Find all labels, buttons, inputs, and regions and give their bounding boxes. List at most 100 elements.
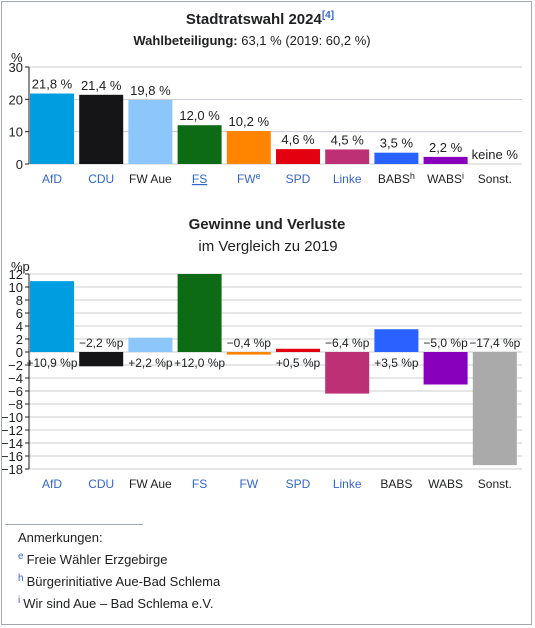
chart1-bar bbox=[325, 149, 370, 164]
chart2-bar bbox=[325, 352, 370, 394]
chart1-subtitle: Wahlbeteiligung: 63,1 % (2019: 60,2 %) bbox=[133, 33, 370, 48]
notes-heading: Anmerkungen: bbox=[18, 530, 103, 545]
note-text: Bürgerinitiative Aue-Bad Schlema bbox=[26, 574, 221, 589]
chart2-value-label: +0,5 %p bbox=[276, 356, 321, 370]
chart1-value-label: 2,2 % bbox=[429, 140, 463, 155]
chart1-value-label: 4,5 % bbox=[331, 132, 365, 147]
chart1-title: Stadtratswahl 2024[4] bbox=[186, 10, 334, 28]
chart1-category-label: BABSh bbox=[378, 171, 415, 186]
note-text: Freie Wähler Erzgebirge bbox=[26, 552, 168, 567]
chart1-category-label: WABSi bbox=[427, 171, 464, 186]
note-mark: h bbox=[18, 572, 24, 584]
chart2-category-label[interactable]: Linke bbox=[333, 477, 362, 491]
chart2-bar bbox=[472, 352, 517, 466]
chart2-value-label: +12,0 %p bbox=[174, 356, 225, 370]
chart1-value-label: 3,5 % bbox=[380, 136, 414, 151]
note-mark: i bbox=[18, 594, 21, 606]
note-item-e: e Freie Wähler Erzgebirge bbox=[5, 549, 532, 571]
chart1-tick-label: 20 bbox=[9, 92, 23, 107]
chart2-bar bbox=[128, 337, 173, 352]
chart2-category-label[interactable]: CDU bbox=[88, 477, 114, 491]
chart2-value-label: −17,4 %p bbox=[469, 336, 520, 350]
chart1-category-label[interactable]: SPD bbox=[286, 172, 311, 186]
chart2-tick-label: −4 bbox=[8, 371, 23, 386]
chart2-category-label[interactable]: FS bbox=[192, 477, 207, 491]
chart2-bar bbox=[79, 352, 124, 367]
chart2-tick-label: 12 bbox=[9, 267, 23, 282]
chart1-value-label: 10,2 % bbox=[229, 114, 270, 129]
chart2-tick-label: 4 bbox=[16, 319, 23, 334]
chart2-category-label[interactable]: FW bbox=[239, 477, 258, 491]
chart2-tick-label: 8 bbox=[16, 293, 23, 308]
chart1-value-label: 19,8 % bbox=[130, 83, 171, 98]
turnout-label: Wahlbeteiligung: bbox=[133, 33, 241, 48]
chart2-bar bbox=[30, 281, 74, 352]
chart1-tick-label: 10 bbox=[9, 125, 23, 140]
chart2-tick-label: −10 bbox=[2, 410, 23, 425]
chart2-category-label: FW Aue bbox=[129, 477, 172, 491]
chart1-category-label[interactable]: FWe bbox=[237, 171, 261, 186]
chart2-tick-label: 2 bbox=[16, 332, 23, 347]
notes-divider bbox=[5, 524, 143, 525]
note-item-i: i Wir sind Aue – Bad Schlema e.V. bbox=[5, 593, 532, 615]
chart2-category-label[interactable]: SPD bbox=[286, 477, 311, 491]
chart2-value-label: +3,5 %p bbox=[374, 356, 419, 370]
chart1-bar bbox=[79, 94, 124, 164]
chart2-tick-label: −16 bbox=[2, 449, 23, 464]
chart1-value-label: 21,8 % bbox=[32, 77, 73, 92]
chart2-value-label: +10,9 %p bbox=[26, 356, 77, 370]
chart2-ylabel: %p bbox=[11, 259, 30, 274]
chart2-subtitle: im Vergleich zu 2019 bbox=[198, 238, 337, 255]
chart1-value-label: keine % bbox=[472, 147, 519, 162]
chart1-value-label: 21,4 % bbox=[81, 78, 122, 93]
chart2-value-label: −6,4 %p bbox=[325, 336, 370, 350]
chart2-tick-label: 10 bbox=[9, 280, 23, 295]
chart2-tick-label: −2 bbox=[8, 358, 23, 373]
chart1-bar bbox=[177, 125, 222, 164]
chart1-tick-label: 30 bbox=[9, 60, 23, 75]
chart2-bar bbox=[374, 329, 419, 352]
chart2-category-label: WABS bbox=[428, 477, 463, 491]
chart1-value-label: 4,6 % bbox=[281, 132, 315, 147]
chart1-category-label[interactable]: FS bbox=[192, 172, 207, 186]
chart2-bar bbox=[226, 352, 271, 355]
chart1-bar bbox=[276, 149, 320, 164]
chart2-bar bbox=[423, 352, 468, 385]
chart2-value-label: −5,0 %p bbox=[423, 336, 468, 350]
chart1-category-label[interactable]: Linke bbox=[333, 172, 362, 186]
chart1-tick-label: 0 bbox=[16, 157, 23, 172]
chart2-bar bbox=[276, 348, 320, 352]
turnout-value: 63,1 % (2019: 60,2 %) bbox=[241, 33, 370, 48]
chart1-value-label: 12,0 % bbox=[179, 108, 220, 123]
chart2-tick-label: −6 bbox=[8, 384, 23, 399]
chart1-category-label: FW Aue bbox=[129, 172, 172, 186]
chart1-bar bbox=[30, 93, 74, 164]
chart2-category-label: Sonst. bbox=[478, 477, 512, 491]
note-text: Wir sind Aue – Bad Schlema e.V. bbox=[23, 596, 214, 611]
chart1-category-label[interactable]: AfD bbox=[42, 172, 62, 186]
chart2-tick-label: −18 bbox=[2, 462, 23, 477]
chart2-tick-label: −8 bbox=[8, 397, 23, 412]
chart2-title: Gewinne und Verluste bbox=[189, 216, 346, 233]
chart1-bar bbox=[423, 156, 468, 164]
chart2-tick-label: 6 bbox=[16, 306, 23, 321]
chart2-category-label: BABS bbox=[380, 477, 412, 491]
chart2-value-label: −0,4 %p bbox=[227, 336, 272, 350]
chart2-tick-label: 0 bbox=[16, 345, 23, 360]
chart1-ylabel: % bbox=[11, 50, 23, 65]
chart2-category-label[interactable]: AfD bbox=[42, 477, 62, 491]
chart2-value-label: −2,2 %p bbox=[79, 336, 124, 350]
chart1-title-ref[interactable]: [4] bbox=[322, 10, 334, 21]
chart2-value-label: +2,2 %p bbox=[128, 356, 173, 370]
chart2-tick-label: −12 bbox=[2, 423, 23, 438]
chart1-bar bbox=[374, 152, 419, 164]
chart2-tick-label: −14 bbox=[2, 436, 23, 451]
chart2-bar bbox=[177, 274, 222, 352]
election-charts: Stadtratswahl 2024[4] Wahlbeteiligung: 6… bbox=[2, 10, 522, 491]
note-item-h: h Bürgerinitiative Aue-Bad Schlema bbox=[5, 571, 532, 593]
note-mark: e bbox=[18, 550, 24, 562]
chart1-bar bbox=[128, 99, 173, 164]
chart1-category-label[interactable]: CDU bbox=[88, 172, 114, 186]
